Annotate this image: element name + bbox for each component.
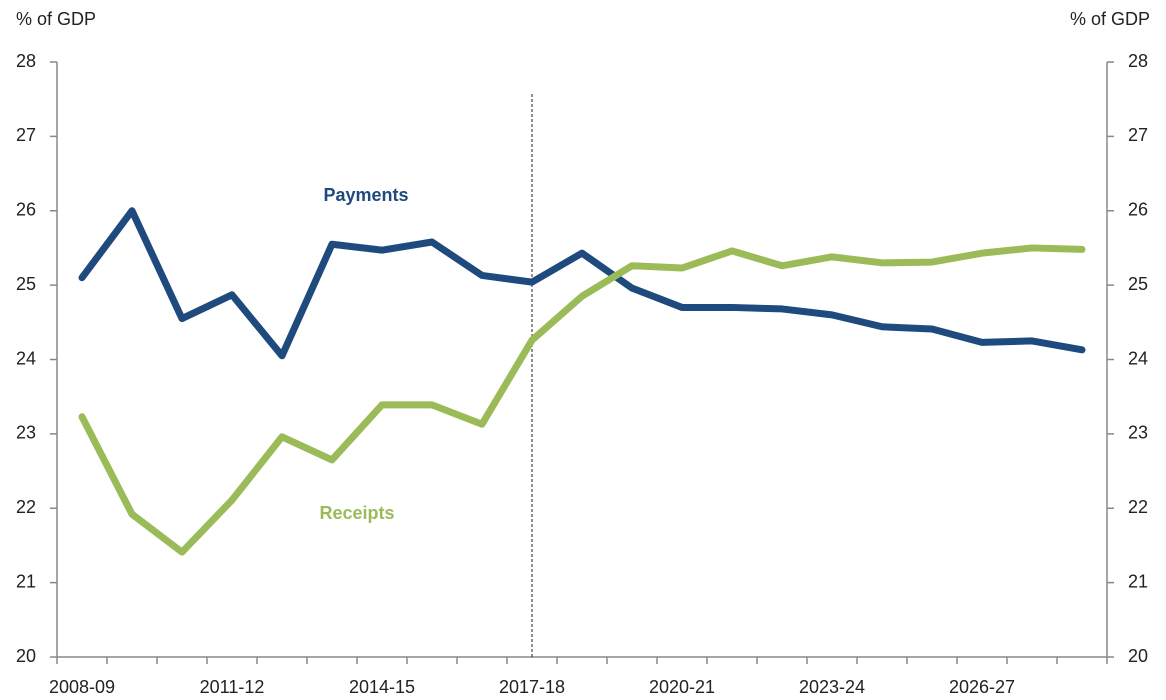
y2-tick-label: 25 <box>1128 274 1148 294</box>
y-tick-label: 22 <box>16 497 36 517</box>
y-tick-label: 23 <box>16 423 36 443</box>
y2-tick-label: 27 <box>1128 125 1148 145</box>
y2-tick-label: 20 <box>1128 646 1148 666</box>
y-tick-label: 24 <box>16 348 36 368</box>
y2-tick-label: 24 <box>1128 348 1148 368</box>
series-line <box>78 244 1086 556</box>
y2-tick-label: 23 <box>1128 423 1148 443</box>
series-label: Payments <box>323 185 408 205</box>
y2-axis-label: % of GDP <box>1070 9 1150 29</box>
y-tick-label: 27 <box>16 125 36 145</box>
series-label: Receipts <box>319 503 394 523</box>
x-tick-label: 2017-18 <box>499 677 565 697</box>
x-tick-label: 2011-12 <box>200 677 265 697</box>
y-axis-label: % of GDP <box>16 9 96 29</box>
x-tick-label: 2014-15 <box>349 677 415 697</box>
y-tick-label: 26 <box>16 200 36 220</box>
x-tick-label: 2020-21 <box>649 677 715 697</box>
y2-tick-label: 26 <box>1128 200 1148 220</box>
y2-tick-label: 28 <box>1128 51 1148 71</box>
y-tick-label: 28 <box>16 51 36 71</box>
y2-tick-label: 22 <box>1128 497 1148 517</box>
y-tick-label: 20 <box>16 646 36 666</box>
x-tick-label: 2026-27 <box>949 677 1015 697</box>
series-line <box>78 207 1086 360</box>
x-tick-label: 2008-09 <box>49 677 115 697</box>
y-tick-label: 25 <box>16 274 36 294</box>
y-tick-label: 21 <box>16 571 36 591</box>
x-tick-label: 2023-24 <box>799 677 865 697</box>
y2-tick-label: 21 <box>1128 571 1148 591</box>
